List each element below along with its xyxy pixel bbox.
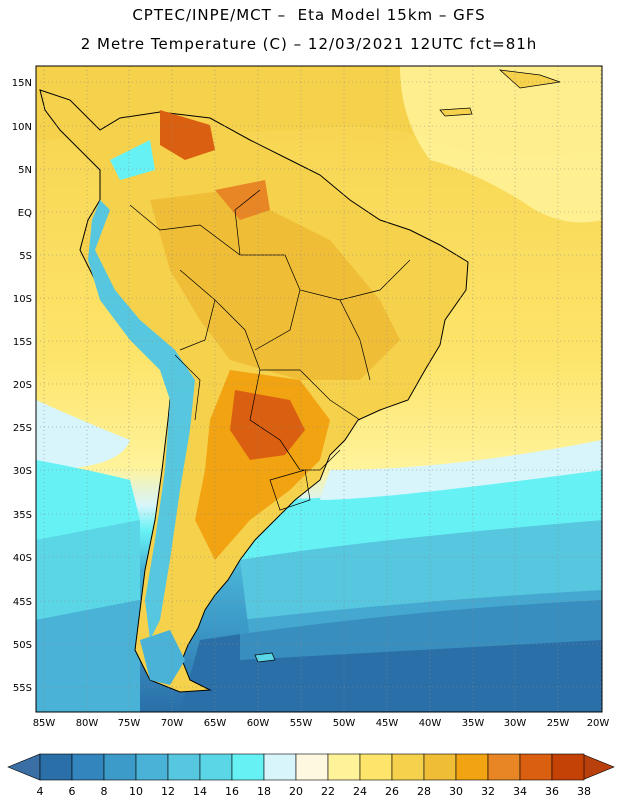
colorbar-label: 4 bbox=[37, 785, 44, 798]
colorbar-label: 32 bbox=[481, 785, 495, 798]
lat-label: 50S bbox=[13, 640, 32, 651]
colorbar-label: 22 bbox=[321, 785, 335, 798]
colorbar-swatch bbox=[39, 753, 73, 781]
colorbar-swatch bbox=[519, 753, 553, 781]
lon-label: 50W bbox=[333, 718, 356, 729]
lat-label: 10S bbox=[13, 294, 32, 305]
colorbar-label: 30 bbox=[449, 785, 463, 798]
lat-label: 10N bbox=[12, 122, 32, 133]
lat-label: 20S bbox=[13, 380, 32, 391]
lat-label: 5N bbox=[18, 165, 32, 176]
colorbar-label: 8 bbox=[101, 785, 108, 798]
lat-label: 45S bbox=[13, 597, 32, 608]
lat-label: 15N bbox=[12, 78, 32, 89]
lon-label: 55W bbox=[290, 718, 313, 729]
lon-label: 25W bbox=[547, 718, 570, 729]
colorbar-label: 34 bbox=[513, 785, 527, 798]
lat-label: 15S bbox=[13, 337, 32, 348]
map-frame bbox=[35, 65, 603, 713]
colorbar-swatch bbox=[455, 753, 489, 781]
lon-label: 45W bbox=[376, 718, 399, 729]
lat-label: 40S bbox=[13, 553, 32, 564]
lon-label: 40W bbox=[419, 718, 442, 729]
colorbar-swatch bbox=[391, 753, 425, 781]
colorbar-high-arrow bbox=[581, 753, 615, 781]
lat-label: EQ bbox=[18, 208, 32, 219]
lon-label: 35W bbox=[462, 718, 485, 729]
lon-label: 20W bbox=[587, 718, 610, 729]
title-line-1: CPTEC/INPE/MCT – Eta Model 15km – GFS bbox=[132, 6, 486, 24]
lat-label: 25S bbox=[13, 423, 32, 434]
colorbar-swatch bbox=[71, 753, 105, 781]
colorbar-label: 24 bbox=[353, 785, 367, 798]
lat-label: 30S bbox=[13, 466, 32, 477]
lon-label: 70W bbox=[161, 718, 184, 729]
colorbar-swatch bbox=[231, 753, 265, 781]
colorbar-label: 6 bbox=[69, 785, 76, 798]
colorbar-label: 20 bbox=[289, 785, 303, 798]
title-line-2: 2 Metre Temperature (C) – 12/03/2021 12U… bbox=[80, 35, 538, 53]
lon-label: 85W bbox=[33, 718, 56, 729]
lon-label: 30W bbox=[504, 718, 527, 729]
lon-label: 65W bbox=[204, 718, 227, 729]
colorbar-swatch bbox=[103, 753, 137, 781]
colorbar-label: 28 bbox=[417, 785, 431, 798]
lon-label: 80W bbox=[76, 718, 99, 729]
colorbar-swatch bbox=[327, 753, 361, 781]
colorbar-label: 16 bbox=[225, 785, 239, 798]
colorbar-label: 36 bbox=[545, 785, 559, 798]
colorbar-swatch bbox=[487, 753, 521, 781]
colorbar-swatch bbox=[135, 753, 169, 781]
colorbar-label: 10 bbox=[129, 785, 143, 798]
colorbar-swatch bbox=[263, 753, 297, 781]
colorbar-low-arrow bbox=[7, 753, 41, 781]
colorbar-label: 14 bbox=[193, 785, 207, 798]
lat-label: 5S bbox=[19, 251, 32, 262]
colorbar-swatch bbox=[167, 753, 201, 781]
lat-label: 35S bbox=[13, 510, 32, 521]
colorbar-swatch bbox=[551, 753, 585, 781]
colorbar-label: 38 bbox=[577, 785, 591, 798]
map-field bbox=[36, 66, 602, 712]
colorbar: 4 6 8 10 12 14 16 18 20 22 24 26 28 30 3… bbox=[7, 753, 615, 798]
colorbar-label: 12 bbox=[161, 785, 175, 798]
latitude-labels: 15N 10N 5N EQ 5S 10S 15S 20S 25S 30S 35S… bbox=[12, 78, 32, 694]
longitude-labels: 85W 80W 75W 70W 65W 60W 55W 50W 45W 40W … bbox=[33, 718, 610, 729]
colorbar-swatch bbox=[295, 753, 329, 781]
colorbar-swatch bbox=[423, 753, 457, 781]
lon-label: 60W bbox=[247, 718, 270, 729]
colorbar-label: 18 bbox=[257, 785, 271, 798]
colorbar-swatch bbox=[199, 753, 233, 781]
lat-label: 55S bbox=[13, 683, 32, 694]
colorbar-swatch bbox=[359, 753, 393, 781]
lon-label: 75W bbox=[118, 718, 141, 729]
colorbar-label: 26 bbox=[385, 785, 399, 798]
